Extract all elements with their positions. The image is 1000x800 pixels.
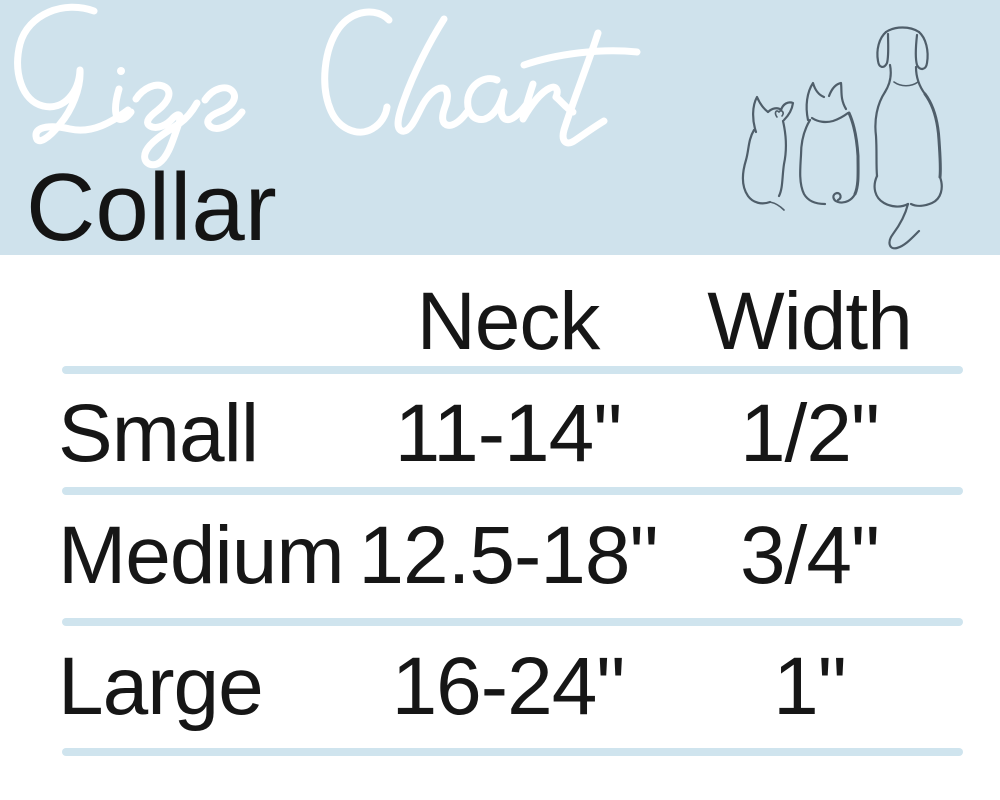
width-cell: 1/2" [739, 388, 880, 479]
header-banner: Size Chart Collar [0, 0, 1000, 261]
neck-column-header: Neck [416, 276, 601, 367]
banner-artwork [14, 3, 943, 250]
size-cell: Small [58, 388, 259, 479]
table-divider [62, 618, 963, 626]
table-header-row: Neck Width [58, 278, 961, 366]
script-title-strokes [14, 3, 641, 169]
table-divider [62, 748, 963, 756]
size-cell: Large [58, 641, 264, 732]
pets-line-drawing [741, 26, 943, 250]
table-row: Large 16-24" 1" [58, 627, 961, 747]
table-row: Small 11-14" 1/2" [58, 380, 961, 488]
width-cell: 3/4" [739, 510, 880, 601]
table-divider [62, 487, 963, 495]
table-divider [62, 366, 963, 374]
neck-cell: 16-24" [391, 641, 626, 732]
neck-cell: 11-14" [394, 388, 623, 479]
width-cell: 1" [773, 641, 847, 732]
neck-cell: 12.5-18" [358, 510, 658, 601]
large-dog-drawing [873, 26, 943, 250]
small-dog-drawing [741, 95, 795, 211]
width-column-header: Width [707, 276, 913, 367]
cat-drawing [799, 81, 860, 206]
collar-heading: Collar [26, 154, 277, 261]
table-row: Medium 12.5-18" 3/4" [58, 496, 961, 616]
size-cell: Medium [58, 510, 345, 601]
